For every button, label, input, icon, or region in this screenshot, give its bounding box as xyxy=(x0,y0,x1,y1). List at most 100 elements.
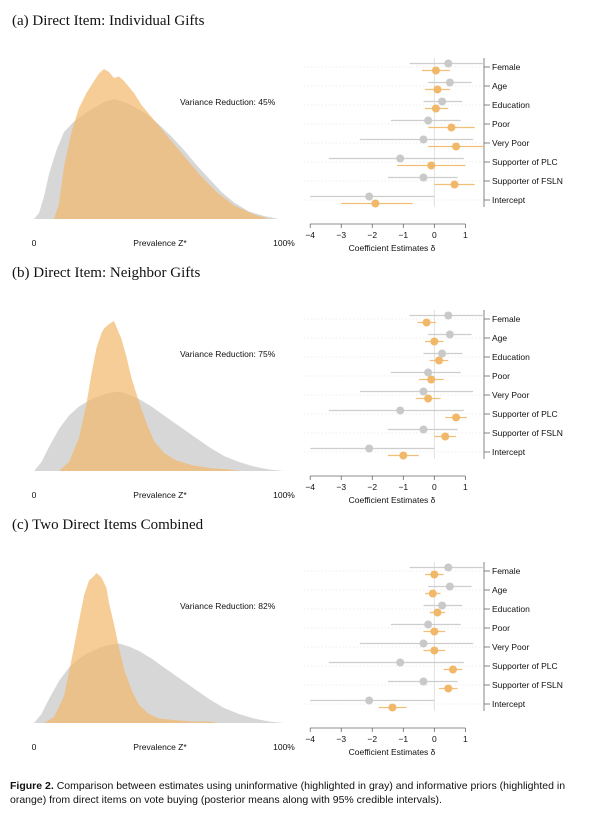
point-uninformative xyxy=(396,406,405,415)
category-label: Age xyxy=(492,81,507,91)
category-label: Female xyxy=(492,566,521,576)
density-tick-label: 0 xyxy=(32,238,37,248)
point-informative xyxy=(433,608,442,617)
coef-tick-label: −4 xyxy=(305,482,315,492)
point-informative xyxy=(444,684,453,693)
panel-2: (b) Direct Item: Neighbor Gifts Variance … xyxy=(12,265,563,505)
coef-axis-label: Coefficient Estimates δ xyxy=(349,243,436,253)
point-uninformative xyxy=(444,563,453,572)
point-informative xyxy=(433,85,442,94)
density-axis-label: Prevalence Z* xyxy=(133,490,187,500)
coef-tick-label: 0 xyxy=(432,482,437,492)
category-label: Very Poor xyxy=(492,138,529,148)
category-label: Supporter of PLC xyxy=(492,409,558,419)
coef-tick-label: −4 xyxy=(305,734,315,744)
density-axis-label: Prevalence Z* xyxy=(133,742,187,752)
point-informative xyxy=(430,337,439,346)
coef-tick-label: −2 xyxy=(367,734,377,744)
caption-label: Figure 2. xyxy=(10,780,54,792)
coef-tick-label: 1 xyxy=(463,734,468,744)
category-label: Very Poor xyxy=(492,390,529,400)
category-label: Education xyxy=(492,352,530,362)
coef-tick-label: −3 xyxy=(336,230,346,240)
category-label: Intercept xyxy=(492,447,526,457)
coef-tick-label: −3 xyxy=(336,734,346,744)
variance-reduction-label: Variance Reduction: 45% xyxy=(180,97,276,107)
category-label: Education xyxy=(492,604,530,614)
point-uninformative xyxy=(445,78,454,87)
variance-reduction-label: Variance Reduction: 75% xyxy=(180,349,276,359)
point-uninformative xyxy=(396,154,405,163)
panel-1: (a) Direct Item: Individual Gifts Varianc… xyxy=(12,13,563,253)
panel-3: (c) Two Direct Items Combined Variance Re… xyxy=(12,517,563,757)
coef-tick-label: 1 xyxy=(463,482,468,492)
coef-tick-label: −1 xyxy=(398,482,408,492)
figure-caption: Figure 2. Comparison between estimates u… xyxy=(10,779,590,807)
category-label: Poor xyxy=(492,119,510,129)
point-informative xyxy=(427,375,436,384)
variance-reduction-label: Variance Reduction: 82% xyxy=(180,601,276,611)
point-informative xyxy=(448,665,457,674)
point-uninformative xyxy=(424,620,433,629)
point-uninformative xyxy=(419,387,428,396)
point-informative xyxy=(428,589,437,598)
point-informative xyxy=(452,413,461,422)
point-informative xyxy=(424,394,433,403)
category-label: Female xyxy=(492,62,521,72)
point-uninformative xyxy=(438,97,447,106)
point-informative xyxy=(452,142,461,151)
point-uninformative xyxy=(419,173,428,182)
category-label: Female xyxy=(492,314,521,324)
coef-tick-label: −2 xyxy=(367,482,377,492)
category-label: Intercept xyxy=(492,699,526,709)
point-informative xyxy=(431,104,440,113)
point-informative xyxy=(430,570,439,579)
point-uninformative xyxy=(438,349,447,358)
category-label: Supporter of PLC xyxy=(492,157,558,167)
point-uninformative xyxy=(424,116,433,125)
density-tick-label: 100% xyxy=(273,490,295,500)
point-informative xyxy=(422,318,431,327)
density-tick-label: 100% xyxy=(273,238,295,248)
coef-tick-label: −1 xyxy=(398,734,408,744)
point-informative xyxy=(430,627,439,636)
point-informative xyxy=(447,123,456,132)
density-axis-label: Prevalence Z* xyxy=(133,238,187,248)
panel-title: (c) Two Direct Items Combined xyxy=(12,517,204,533)
coef-tick-label: 1 xyxy=(463,230,468,240)
point-informative xyxy=(388,703,397,712)
category-label: Education xyxy=(492,100,530,110)
point-uninformative xyxy=(419,135,428,144)
coef-tick-label: −1 xyxy=(398,230,408,240)
point-uninformative xyxy=(365,444,374,453)
category-label: Poor xyxy=(492,371,510,381)
panel-title: (b) Direct Item: Neighbor Gifts xyxy=(12,265,200,281)
panel-title: (a) Direct Item: Individual Gifts xyxy=(12,13,205,29)
point-informative xyxy=(399,451,408,460)
coef-tick-label: −2 xyxy=(367,230,377,240)
point-uninformative xyxy=(365,192,374,201)
category-label: Supporter of FSLN xyxy=(492,428,563,438)
density-tick-label: 0 xyxy=(32,490,37,500)
coef-axis-label: Coefficient Estimates δ xyxy=(349,495,436,505)
coef-tick-label: −4 xyxy=(305,230,315,240)
point-uninformative xyxy=(396,658,405,667)
category-label: Intercept xyxy=(492,195,526,205)
category-label: Poor xyxy=(492,623,510,633)
point-uninformative xyxy=(419,425,428,434)
category-label: Supporter of FSLN xyxy=(492,680,563,690)
point-informative xyxy=(441,432,450,441)
category-label: Age xyxy=(492,333,507,343)
point-informative xyxy=(431,66,440,75)
coef-tick-label: 0 xyxy=(432,230,437,240)
point-informative xyxy=(371,199,380,208)
point-informative xyxy=(435,356,443,365)
point-informative xyxy=(427,161,436,170)
coef-tick-label: 0 xyxy=(432,734,437,744)
point-uninformative xyxy=(419,639,428,648)
point-uninformative xyxy=(365,696,374,705)
point-uninformative xyxy=(444,59,453,68)
point-informative xyxy=(450,180,459,189)
category-label: Supporter of FSLN xyxy=(492,176,563,186)
density-tick-label: 0 xyxy=(32,742,37,752)
